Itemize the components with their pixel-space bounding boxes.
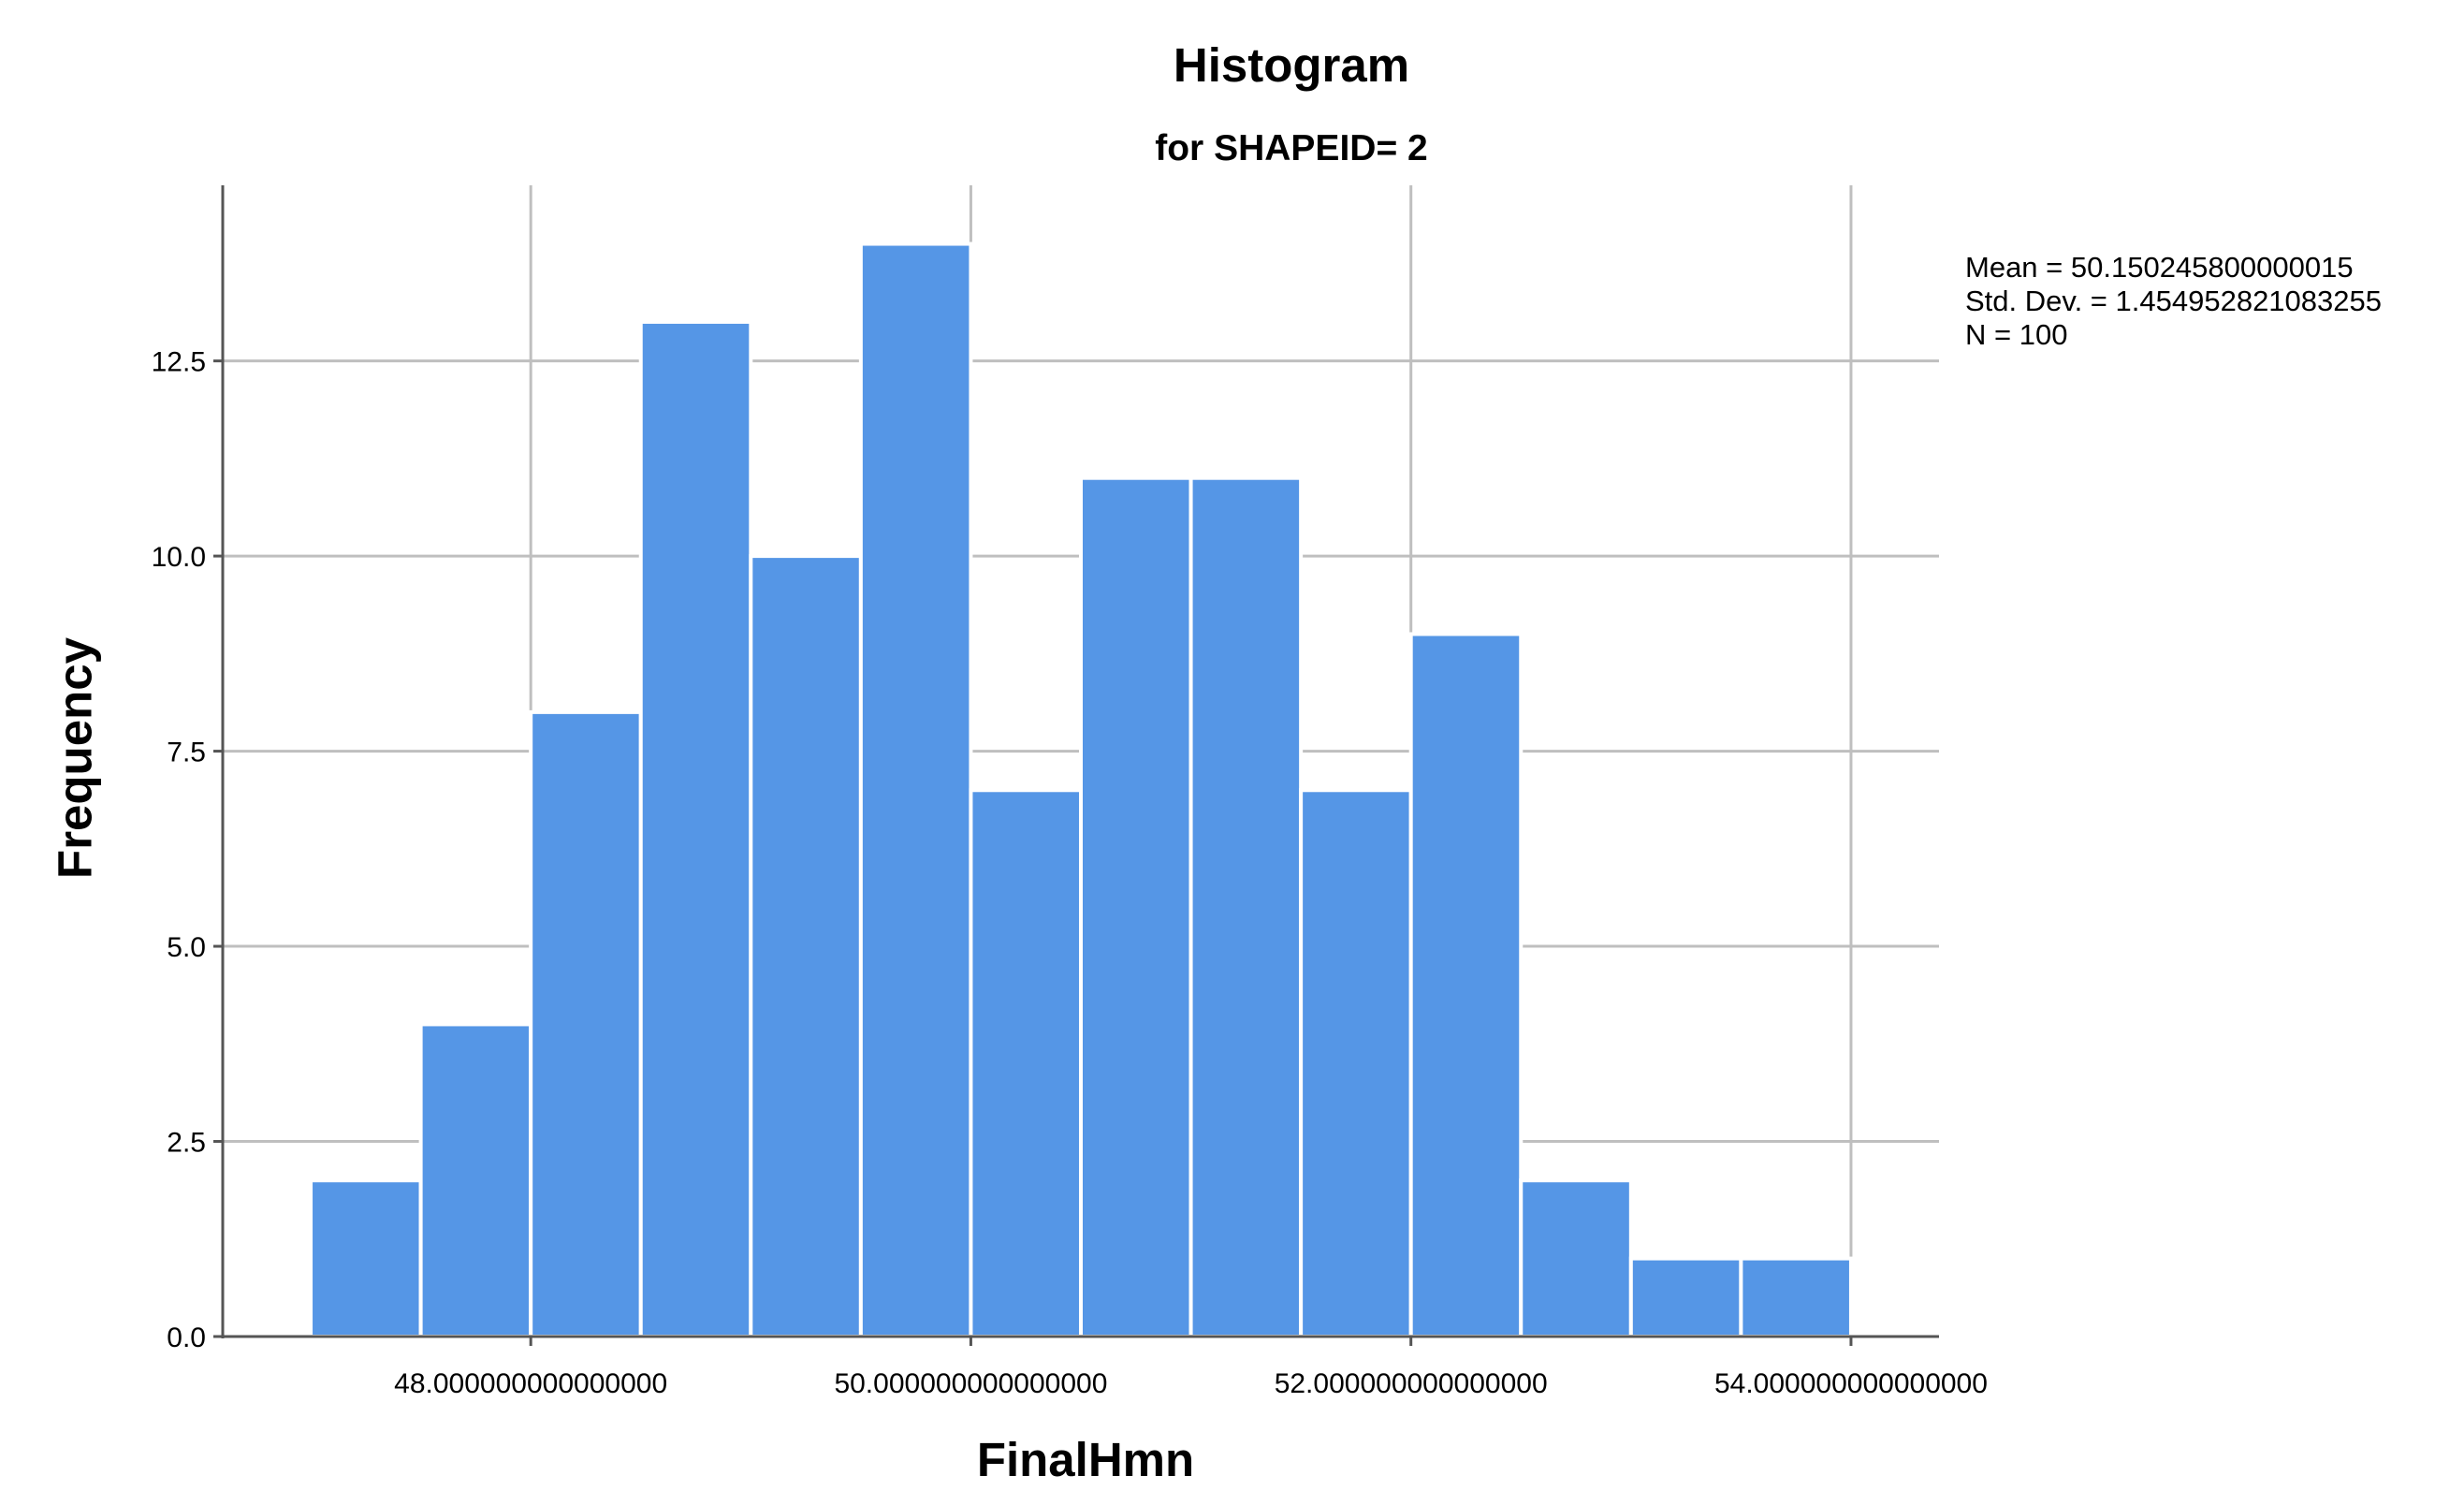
histogram-bar xyxy=(529,709,643,1338)
x-tick-label: 50.000000000000000 xyxy=(834,1368,1107,1399)
histogram-bar xyxy=(1079,475,1193,1338)
histogram-bar xyxy=(1628,1256,1743,1339)
tick-labels: 0.0 2.5 5.0 7.5 10.0 12.5 48.000000000000000 50… xyxy=(152,347,1988,1399)
x-axis-label: FinalHmn xyxy=(976,1433,1195,1486)
y-tick-label: 2.5 xyxy=(167,1128,206,1159)
histogram-bar xyxy=(749,554,863,1338)
histogram-bar xyxy=(1739,1256,1853,1339)
histogram-bar xyxy=(1188,475,1304,1338)
stats-std-dev: Std. Dev. = 1.454952821083255 xyxy=(1965,285,2382,317)
y-tick-label: 10.0 xyxy=(152,542,206,573)
chart-title: Histogram xyxy=(1173,38,1410,92)
histogram-bar xyxy=(638,319,753,1338)
histogram-bars xyxy=(309,241,1853,1339)
histogram-bar xyxy=(1519,1178,1633,1338)
stats-n: N = 100 xyxy=(1965,318,2068,351)
x-tick-label: 52.000000000000000 xyxy=(1275,1368,1548,1399)
histogram-bar xyxy=(858,241,973,1338)
histogram-bar xyxy=(1408,632,1524,1338)
histogram-bar xyxy=(309,1178,423,1338)
stats-mean: Mean = 50.150245800000015 xyxy=(1965,251,2354,284)
x-tick-label: 54.000000000000000 xyxy=(1714,1368,1988,1399)
chart-subtitle: for SHAPEID= 2 xyxy=(1155,128,1428,168)
histogram-bar xyxy=(969,788,1084,1338)
histogram-bar xyxy=(1299,788,1413,1338)
stats-legend: Mean = 50.150245800000015 Std. Dev. = 1.… xyxy=(1965,251,2382,352)
y-tick-label: 0.0 xyxy=(167,1322,206,1353)
histogram-bar xyxy=(418,1022,533,1338)
y-tick-label: 7.5 xyxy=(167,738,206,768)
y-tick-label: 12.5 xyxy=(152,347,206,378)
y-tick-label: 5.0 xyxy=(167,932,206,963)
x-tick-label: 48.000000000000000 xyxy=(394,1368,667,1399)
axes xyxy=(213,185,1939,1346)
